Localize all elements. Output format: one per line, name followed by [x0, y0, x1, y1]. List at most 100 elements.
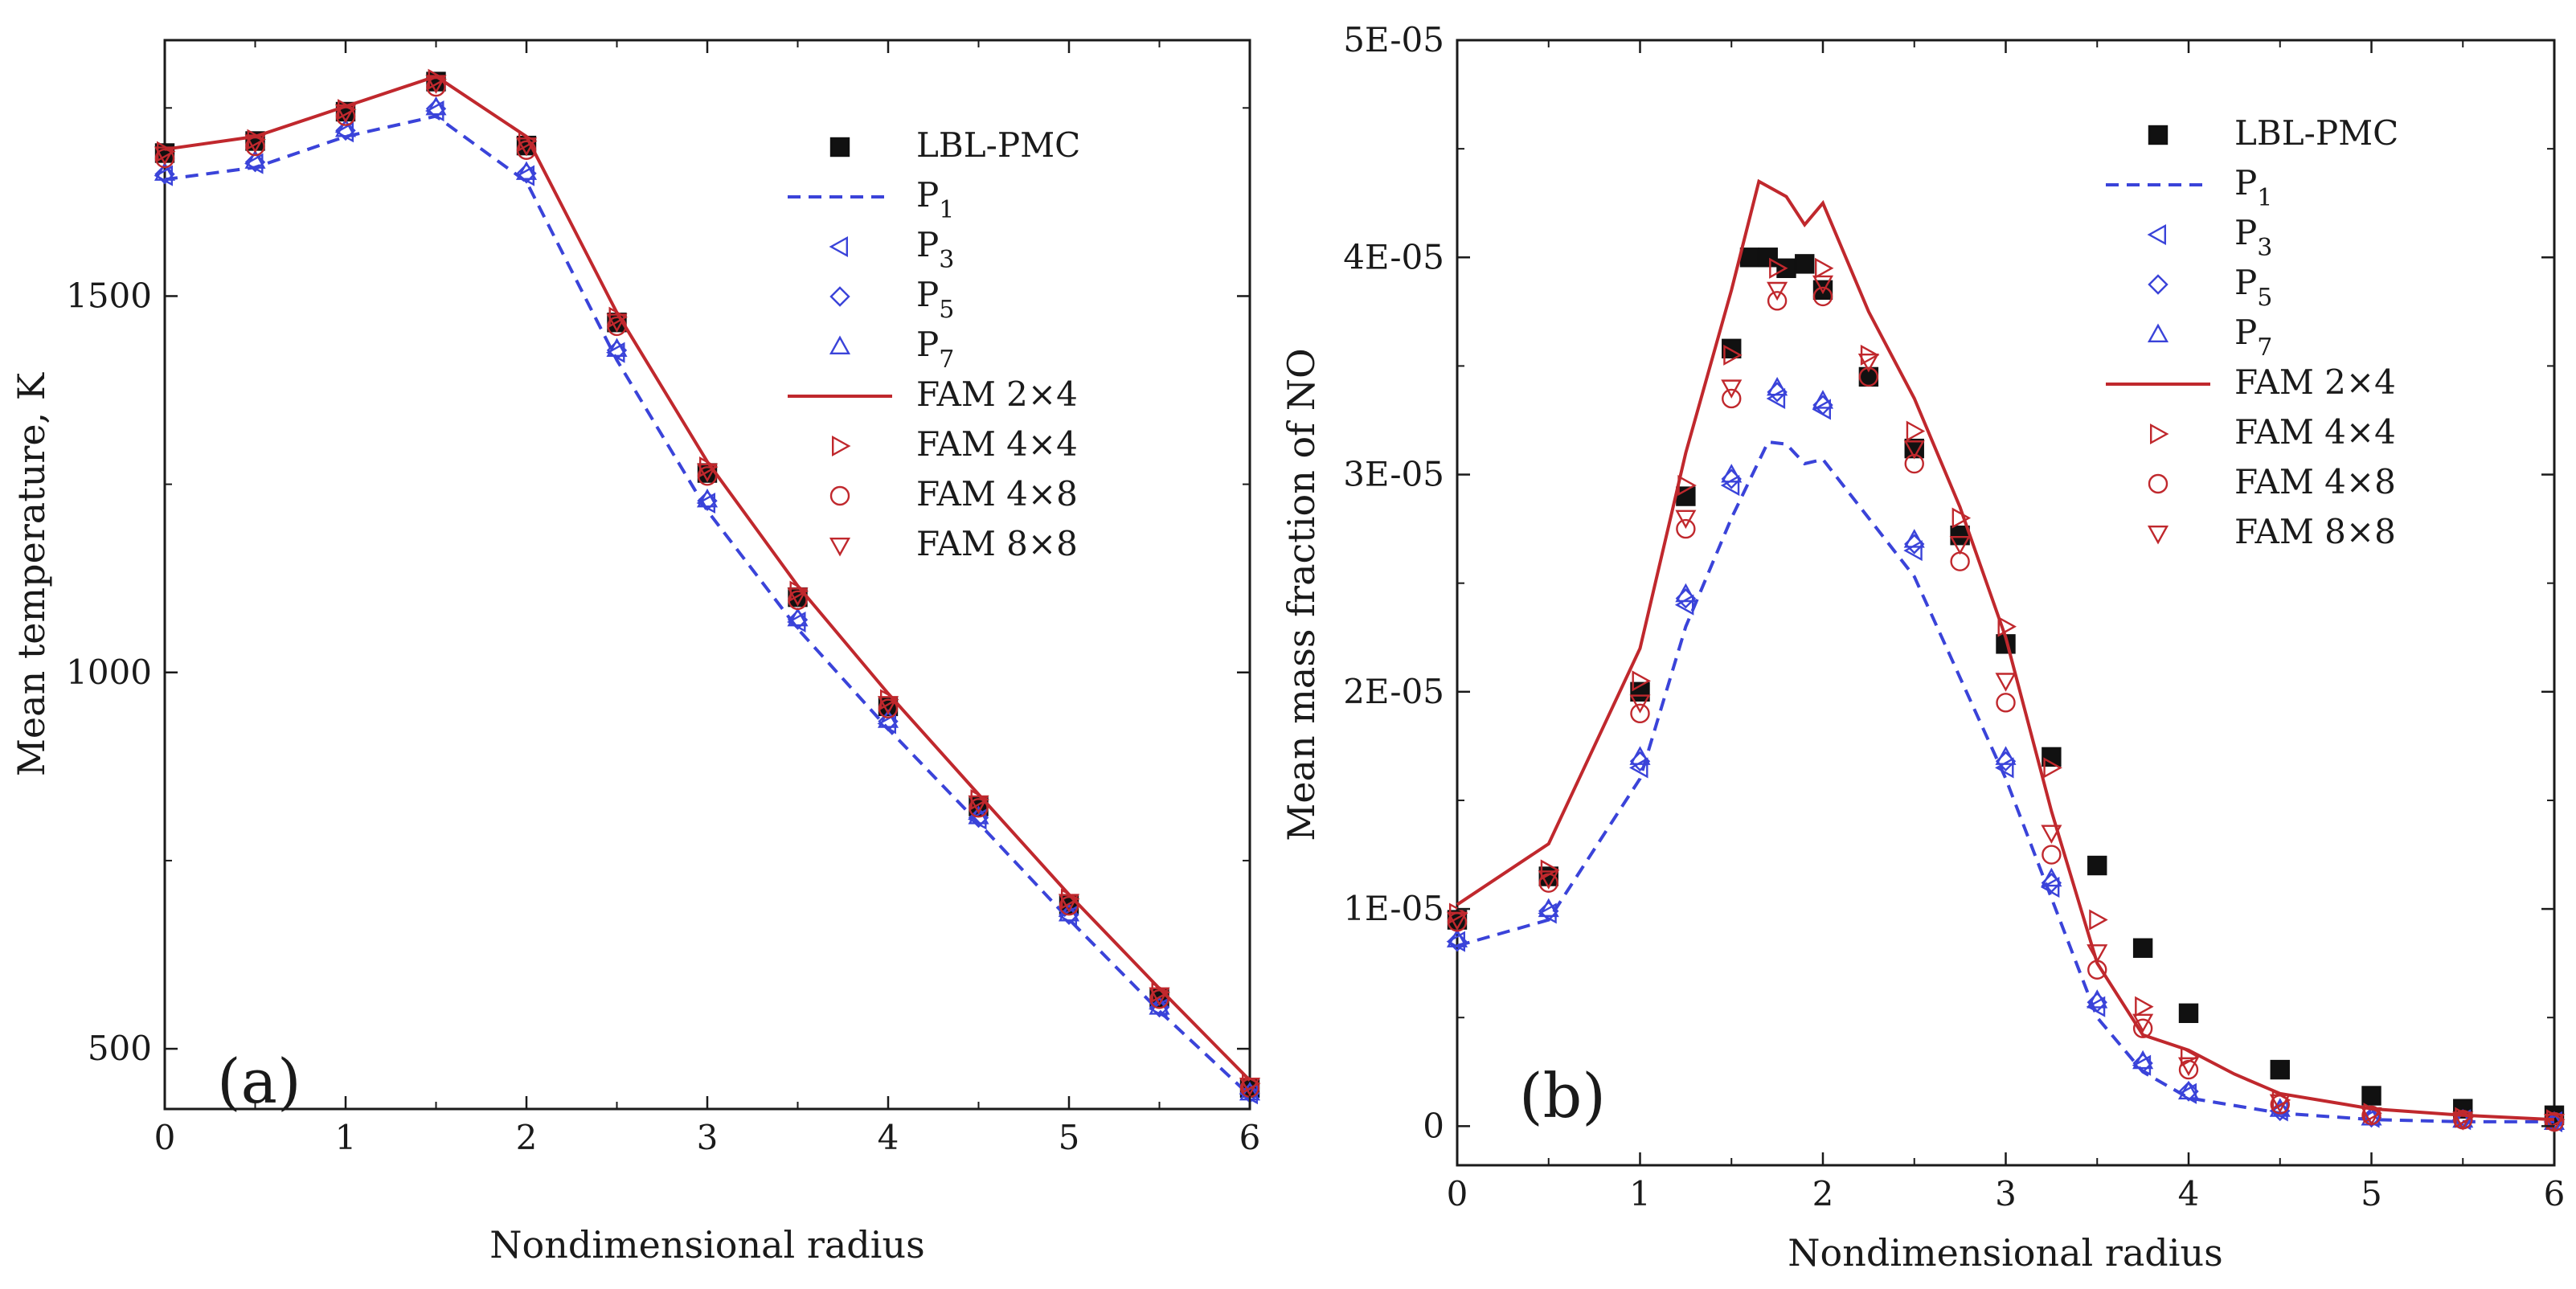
legend-item-lbl: LBL-PMC: [2148, 113, 2398, 153]
data-point: [2361, 1086, 2381, 1106]
data-point: [606, 338, 628, 358]
x-axis-title: Nondimensional radius: [489, 1223, 924, 1266]
legend-item-fam88: FAM 8×8: [829, 524, 1078, 563]
data-point: [1767, 281, 1788, 301]
y-tick-label: 1000: [66, 653, 152, 692]
legend-item-fam88: FAM 8×8: [2147, 512, 2396, 551]
data-point: [1812, 275, 1834, 295]
data-point: [1239, 1077, 1261, 1097]
data-point: [1538, 901, 1559, 922]
legend-swatch: [2148, 473, 2169, 494]
data-point: [425, 98, 447, 119]
data-point: [2178, 1059, 2199, 1080]
data-point: [2135, 996, 2154, 1017]
data-point: [878, 710, 899, 732]
legend-label: P3: [2234, 213, 2272, 262]
data-point: [606, 340, 628, 361]
panel-label: (b): [1519, 1060, 1606, 1131]
legend-item-fam24: FAM 2×4: [2106, 362, 2396, 402]
data-point: [1857, 354, 1879, 373]
data-point: [2452, 1111, 2474, 1131]
data-point: [877, 696, 899, 715]
data-point: [154, 162, 176, 181]
data-point: [2177, 1057, 2200, 1077]
legend-label: P7: [916, 325, 954, 374]
x-tick-label: 0: [1447, 1174, 1468, 1213]
panel-label: (a): [217, 1046, 301, 1117]
data-point: [515, 137, 538, 157]
data-point: [1059, 895, 1079, 916]
data-point: [2269, 1094, 2291, 1114]
series-p5: [154, 98, 1260, 1104]
data-point: [1721, 464, 1743, 483]
legend-label: P5: [916, 275, 954, 324]
data-point: [1722, 388, 1742, 409]
x-tick-label: 1: [335, 1118, 357, 1157]
y-tick-label: 5E-05: [1343, 20, 1444, 59]
data-point: [516, 140, 537, 160]
series-fam88: [1446, 275, 2566, 1133]
legend-item-fam48: FAM 4×8: [2148, 462, 2396, 501]
data-point: [1149, 989, 1169, 1009]
data-point: [1676, 518, 1696, 539]
legend-label: FAM 4×8: [2234, 462, 2396, 501]
y-axis: 0 1E-05 2E-05 3E-05 4E-05 5E-05: [1343, 20, 2554, 1145]
legend-swatch: [2147, 323, 2169, 342]
legend-swatch: [829, 538, 851, 557]
data-point: [334, 104, 357, 124]
series-layer: [1446, 178, 2566, 1133]
data-point: [426, 76, 446, 97]
data-point: [1906, 420, 1926, 442]
data-point: [1538, 898, 1559, 918]
data-point: [2043, 757, 2062, 779]
data-point: [1903, 440, 1925, 460]
legend-subscript: 5: [2257, 284, 2272, 312]
x-tick-label: 5: [1059, 1118, 1080, 1157]
legend-item-p5: P5: [2148, 263, 2272, 312]
plot-frame: [163, 39, 1251, 1111]
legend-item-fam44: FAM 4×4: [2149, 412, 2396, 452]
data-point: [1723, 344, 1743, 366]
data-point: [696, 463, 719, 483]
data-point: [1997, 616, 2017, 637]
data-point: [2089, 909, 2108, 931]
data-point: [334, 118, 357, 137]
legend-label: P7: [2234, 313, 2272, 362]
data-point: [1767, 291, 1788, 311]
legend-swatch: [2149, 423, 2169, 445]
legend-label: FAM 2×4: [2234, 362, 2396, 402]
data-point: [696, 488, 719, 508]
legend-item-p3: P3: [829, 225, 954, 274]
legend-swatch: [2148, 274, 2169, 295]
y-tick-label: 4E-05: [1343, 237, 1444, 276]
legend-swatch: [2147, 223, 2167, 246]
data-point: [1996, 693, 2016, 713]
data-point: [2041, 825, 2062, 844]
data-point: [1447, 931, 1468, 952]
legend-swatch: [829, 137, 850, 158]
data-point: [2087, 944, 2108, 964]
legend-swatch: [829, 235, 849, 258]
data-point: [1903, 529, 1925, 548]
data-point: [1812, 390, 1834, 409]
data-point: [1995, 746, 2017, 765]
data-point: [425, 75, 447, 94]
x-tick-label: 5: [2361, 1174, 2382, 1213]
legend-label: LBL-PMC: [2234, 113, 2398, 153]
data-point: [1538, 870, 1559, 890]
legend-swatch: [831, 435, 851, 457]
legend-label: FAM 4×4: [916, 424, 1078, 464]
data-point: [968, 795, 989, 815]
data-point: [245, 136, 265, 157]
legend-subscript: 7: [2257, 334, 2272, 362]
data-point: [2132, 1053, 2153, 1074]
data-point: [1795, 254, 1815, 274]
plot-frame: [1456, 39, 2556, 1167]
legend-label: P1: [916, 175, 954, 224]
data-point: [1858, 366, 1879, 387]
data-point: [2042, 845, 2062, 865]
x-tick-label: 1: [1629, 1174, 1651, 1213]
series-fam88: [154, 75, 1261, 1097]
